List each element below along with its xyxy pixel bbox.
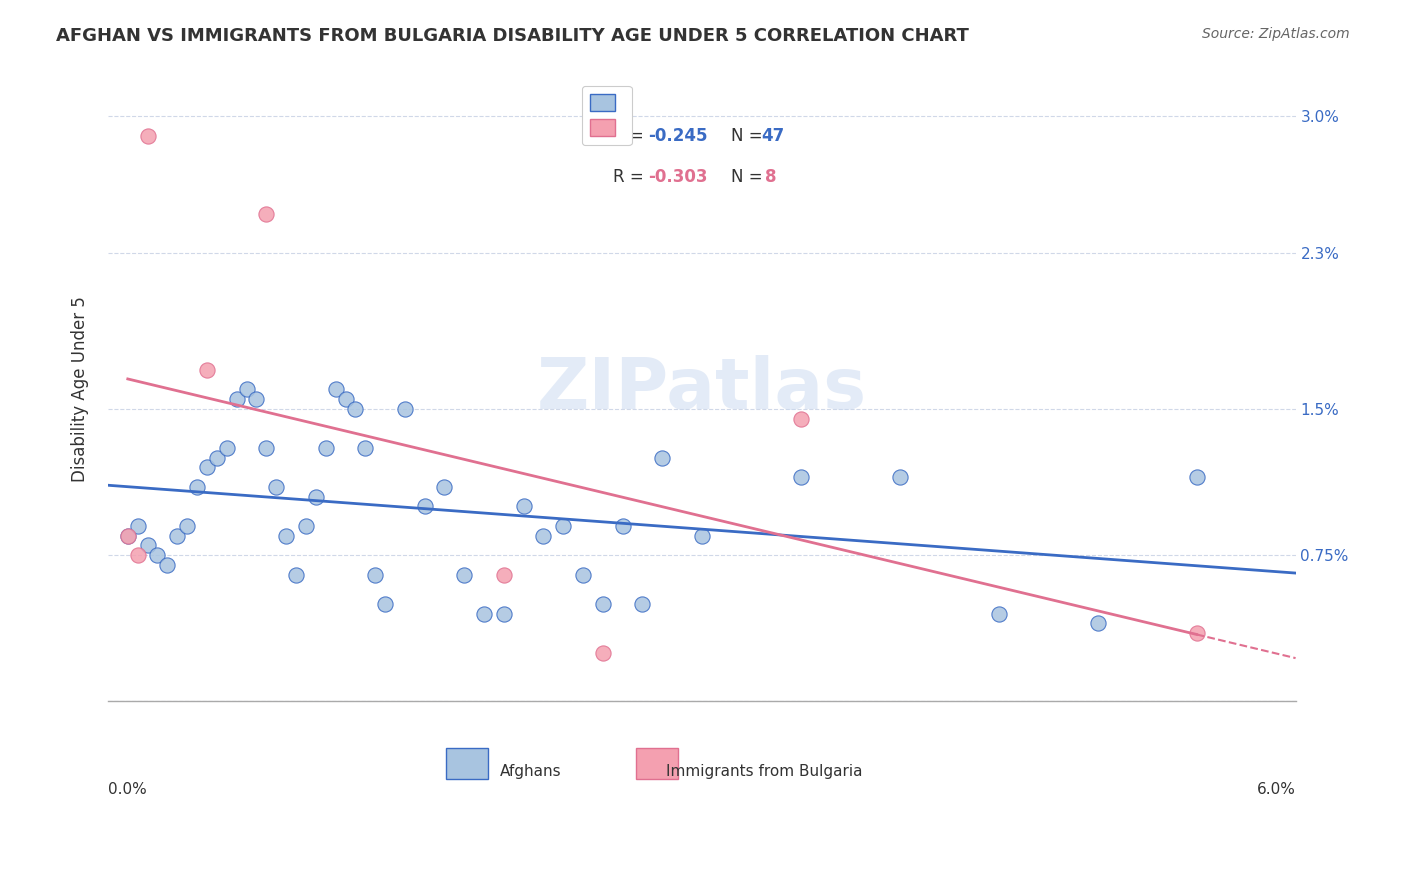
Point <box>166 528 188 542</box>
Text: Source: ZipAtlas.com: Source: ZipAtlas.com <box>1202 27 1350 41</box>
Point <box>335 392 357 406</box>
Text: Immigrants from Bulgaria: Immigrants from Bulgaria <box>666 764 863 779</box>
Point <box>631 597 654 611</box>
Text: 6.0%: 6.0% <box>1257 782 1295 797</box>
Y-axis label: Disability Age Under 5: Disability Age Under 5 <box>72 296 89 483</box>
Point <box>127 548 149 562</box>
Point <box>1185 470 1208 484</box>
Point <box>512 500 534 514</box>
Text: 0.0%: 0.0% <box>108 782 146 797</box>
Text: ZIPatlas: ZIPatlas <box>537 355 868 424</box>
Point <box>364 567 387 582</box>
Point <box>612 519 634 533</box>
Point <box>195 460 218 475</box>
FancyBboxPatch shape <box>447 748 488 780</box>
Point <box>156 558 179 572</box>
Point <box>285 567 308 582</box>
Point <box>472 607 495 621</box>
Point <box>146 548 169 562</box>
Point <box>305 490 328 504</box>
Point <box>1087 616 1109 631</box>
Point <box>492 607 515 621</box>
Text: AFGHAN VS IMMIGRANTS FROM BULGARIA DISABILITY AGE UNDER 5 CORRELATION CHART: AFGHAN VS IMMIGRANTS FROM BULGARIA DISAB… <box>56 27 969 45</box>
Point <box>127 519 149 533</box>
Point <box>889 470 911 484</box>
Point <box>225 392 247 406</box>
Text: -0.245: -0.245 <box>648 128 707 145</box>
Text: N =: N = <box>731 168 768 186</box>
Point <box>117 528 139 542</box>
Point <box>651 450 673 465</box>
Point <box>315 441 337 455</box>
Point <box>553 519 575 533</box>
Point <box>276 528 298 542</box>
Text: 47: 47 <box>761 128 785 145</box>
Point <box>254 441 277 455</box>
Point <box>136 538 159 552</box>
Point <box>592 646 614 660</box>
Text: R =: R = <box>613 128 648 145</box>
Point <box>205 450 228 465</box>
Point <box>354 441 377 455</box>
Point <box>374 597 396 611</box>
Point <box>195 363 218 377</box>
Point <box>254 207 277 221</box>
Point <box>433 480 456 494</box>
Point <box>413 500 436 514</box>
Point <box>394 401 416 416</box>
Point <box>245 392 267 406</box>
Point <box>572 567 595 582</box>
Point <box>136 128 159 143</box>
Point <box>176 519 198 533</box>
Text: -0.303: -0.303 <box>648 168 707 186</box>
Point <box>987 607 1010 621</box>
Point <box>295 519 318 533</box>
Point <box>215 441 238 455</box>
Point <box>533 528 555 542</box>
Point <box>117 528 139 542</box>
Text: Afghans: Afghans <box>501 764 561 779</box>
Point <box>690 528 713 542</box>
Point <box>492 567 515 582</box>
Point <box>592 597 614 611</box>
Point <box>453 567 475 582</box>
Point <box>186 480 208 494</box>
FancyBboxPatch shape <box>637 748 678 780</box>
Legend: , : , <box>582 86 631 145</box>
Point <box>790 411 813 425</box>
Point <box>790 470 813 484</box>
Point <box>325 383 347 397</box>
Point <box>1185 626 1208 640</box>
Point <box>235 383 257 397</box>
Point <box>264 480 287 494</box>
Text: N =: N = <box>731 128 768 145</box>
Point <box>344 401 367 416</box>
Text: 8: 8 <box>765 168 776 186</box>
Text: R =: R = <box>613 168 648 186</box>
